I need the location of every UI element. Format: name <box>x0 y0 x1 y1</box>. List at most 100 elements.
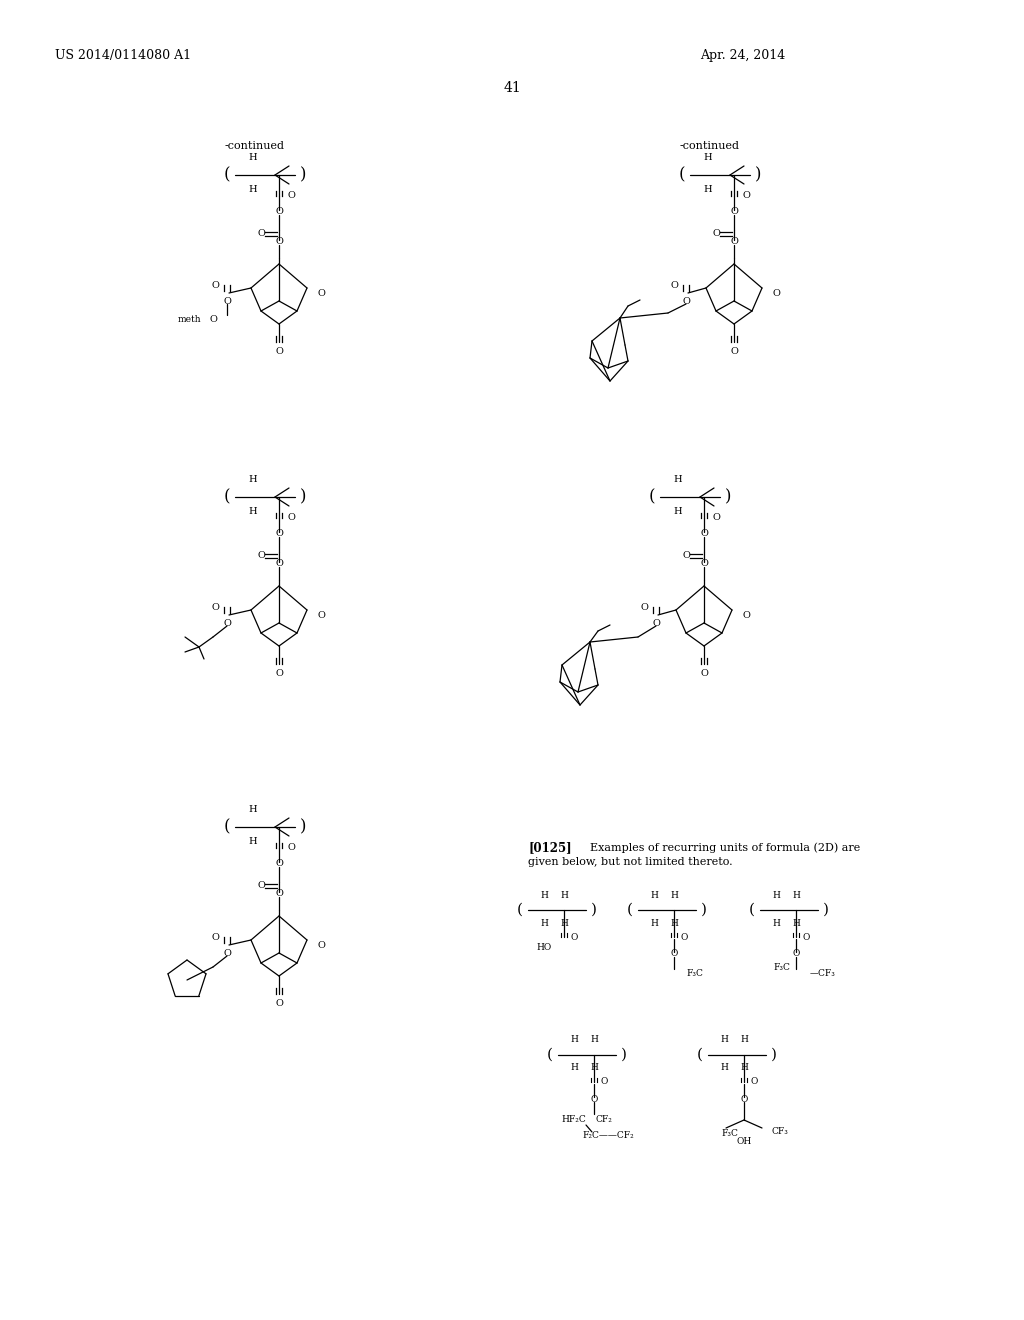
Text: O: O <box>652 619 659 627</box>
Text: CF₃: CF₃ <box>772 1127 788 1137</box>
Text: O: O <box>590 1094 598 1104</box>
Text: O: O <box>772 289 780 297</box>
Text: H: H <box>772 919 780 928</box>
Text: H: H <box>560 919 568 928</box>
Text: O: O <box>275 999 283 1008</box>
Text: O: O <box>640 602 648 611</box>
Text: O: O <box>742 610 750 619</box>
Text: (: ( <box>697 1048 703 1063</box>
Text: (: ( <box>224 818 230 836</box>
Text: O: O <box>275 238 283 247</box>
Text: -continued: -continued <box>680 141 740 150</box>
Text: H: H <box>249 153 257 162</box>
Text: O: O <box>211 602 219 611</box>
Text: O: O <box>570 932 578 941</box>
Text: ): ) <box>755 166 761 183</box>
Text: -continued: -continued <box>225 141 285 150</box>
Text: O: O <box>682 297 690 305</box>
Text: H: H <box>740 1035 748 1044</box>
Text: O: O <box>751 1077 758 1086</box>
Text: (: ( <box>547 1048 553 1063</box>
Text: O: O <box>257 552 265 561</box>
Text: ): ) <box>300 166 306 183</box>
Text: H: H <box>570 1064 578 1072</box>
Text: ): ) <box>591 903 597 917</box>
Text: H: H <box>249 805 257 814</box>
Text: O: O <box>730 238 738 247</box>
Text: (: ( <box>679 166 685 183</box>
Text: O: O <box>257 230 265 239</box>
Text: H: H <box>720 1064 728 1072</box>
Text: (: ( <box>224 166 230 183</box>
Text: O: O <box>275 207 283 216</box>
Text: O: O <box>712 230 720 239</box>
Text: H: H <box>540 891 548 899</box>
Text: H: H <box>792 891 800 899</box>
Text: O: O <box>730 347 738 356</box>
Text: H: H <box>249 837 257 846</box>
Text: H: H <box>650 919 658 928</box>
Text: (: ( <box>749 903 755 917</box>
Text: (: ( <box>649 488 655 506</box>
Text: 41: 41 <box>503 81 521 95</box>
Text: O: O <box>223 619 231 627</box>
Text: O: O <box>275 347 283 356</box>
Text: O: O <box>211 281 219 289</box>
Text: H: H <box>792 919 800 928</box>
Text: H: H <box>590 1064 598 1072</box>
Text: O: O <box>223 949 231 957</box>
Text: O: O <box>275 669 283 678</box>
Text: [0125]: [0125] <box>528 842 571 854</box>
Text: O: O <box>287 513 295 523</box>
Text: HO: HO <box>537 944 552 953</box>
Text: Examples of recurring units of formula (2D) are: Examples of recurring units of formula (… <box>590 842 860 853</box>
Text: ): ) <box>300 818 306 836</box>
Text: O: O <box>742 191 750 201</box>
Text: (: ( <box>224 488 230 506</box>
Text: OH: OH <box>736 1138 752 1147</box>
Text: O: O <box>700 560 708 569</box>
Text: F₃C: F₃C <box>773 962 790 972</box>
Text: O: O <box>700 529 708 539</box>
Text: ): ) <box>771 1048 777 1063</box>
Text: O: O <box>793 949 800 958</box>
Text: H: H <box>772 891 780 899</box>
Text: O: O <box>223 297 231 305</box>
Text: H: H <box>590 1035 598 1044</box>
Text: O: O <box>317 289 325 297</box>
Text: O: O <box>275 529 283 539</box>
Text: H: H <box>650 891 658 899</box>
Text: ): ) <box>823 903 829 917</box>
Text: H: H <box>670 891 678 899</box>
Text: H: H <box>674 507 682 516</box>
Text: O: O <box>700 669 708 678</box>
Text: US 2014/0114080 A1: US 2014/0114080 A1 <box>55 49 191 62</box>
Text: given below, but not limited thereto.: given below, but not limited thereto. <box>528 857 732 867</box>
Text: O: O <box>803 932 810 941</box>
Text: O: O <box>275 859 283 869</box>
Text: O: O <box>275 890 283 899</box>
Text: —CF₃: —CF₃ <box>810 969 836 978</box>
Text: H: H <box>249 186 257 194</box>
Text: H: H <box>249 475 257 484</box>
Text: (: ( <box>517 903 523 917</box>
Text: O: O <box>680 932 688 941</box>
Text: O: O <box>682 552 690 561</box>
Text: H: H <box>540 919 548 928</box>
Text: ): ) <box>725 488 731 506</box>
Text: O: O <box>712 513 720 523</box>
Text: O: O <box>275 560 283 569</box>
Text: H: H <box>249 507 257 516</box>
Text: ): ) <box>300 488 306 506</box>
Text: (: ( <box>627 903 633 917</box>
Text: H: H <box>674 475 682 484</box>
Text: HF₂C: HF₂C <box>561 1115 586 1125</box>
Text: O: O <box>740 1094 748 1104</box>
Text: O: O <box>287 843 295 853</box>
Text: O: O <box>671 949 678 958</box>
Text: H: H <box>670 919 678 928</box>
Text: O: O <box>730 207 738 216</box>
Text: H: H <box>570 1035 578 1044</box>
Text: H: H <box>740 1064 748 1072</box>
Text: CF₂: CF₂ <box>596 1115 613 1125</box>
